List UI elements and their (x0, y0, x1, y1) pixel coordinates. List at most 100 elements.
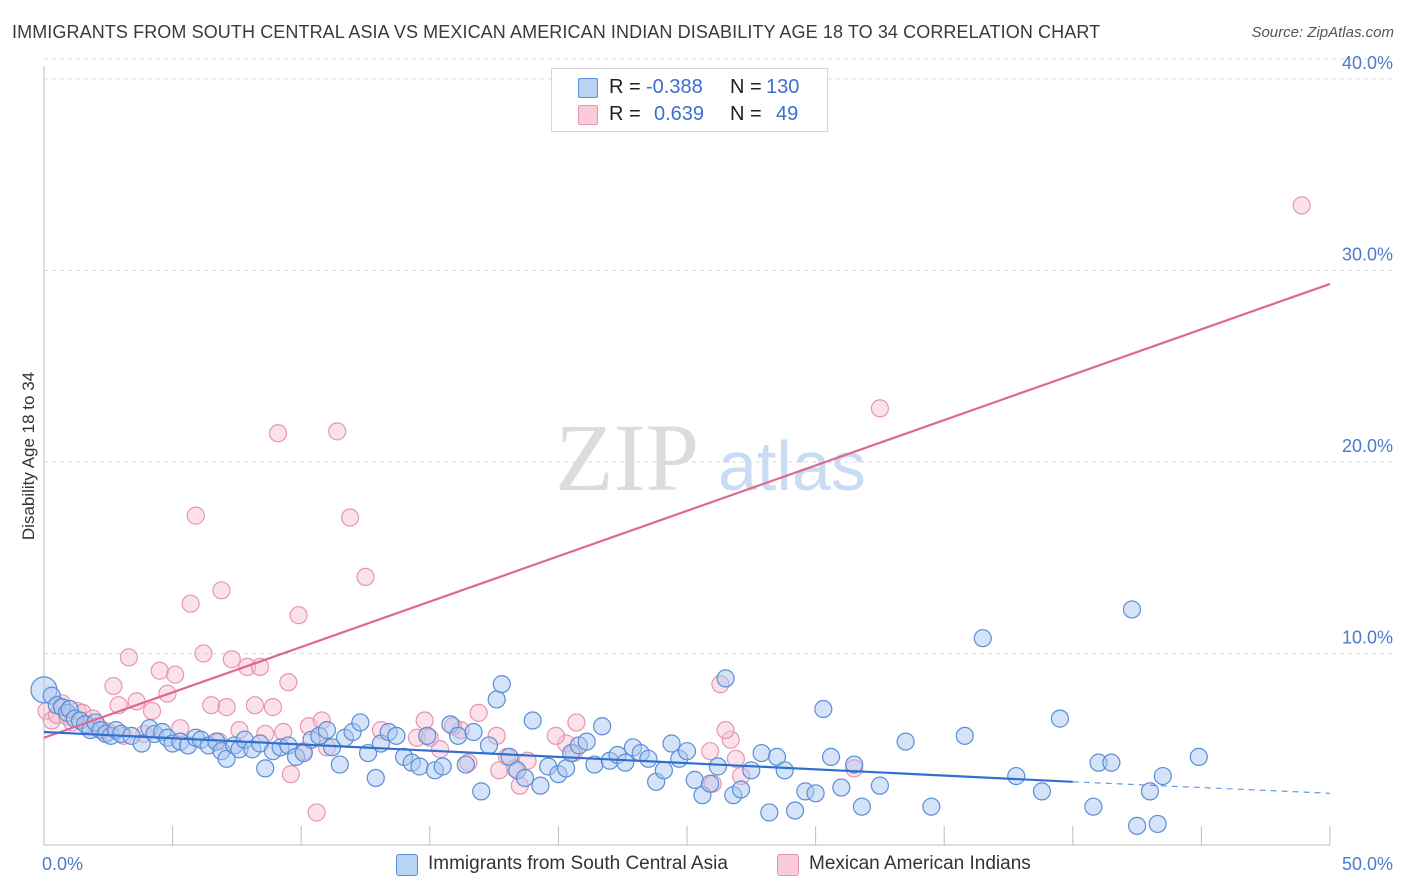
data-point-mexican-american-indians (186, 506, 205, 525)
data-point-immigrants (464, 722, 483, 742)
data-point-mexican-american-indians (1292, 196, 1311, 215)
y-tick-label: 10.0% (1342, 628, 1393, 648)
data-point-immigrants (351, 713, 370, 732)
data-point-immigrants (500, 747, 519, 767)
stats-r-label: R = (609, 76, 641, 98)
chart-title: IMMIGRANTS FROM SOUTH CENTRAL ASIA VS ME… (12, 22, 1101, 42)
data-point-immigrants (366, 768, 385, 788)
data-point-immigrants (708, 757, 727, 776)
data-point-immigrants (639, 749, 658, 768)
y-axis-label: Disability Age 18 to 34 (19, 372, 38, 540)
data-point-mexican-american-indians (245, 696, 265, 715)
stats-r-value: -0.388 (646, 76, 703, 98)
data-point-mexican-american-indians (716, 720, 735, 740)
data-point-mexican-american-indians (217, 698, 236, 717)
data-point-immigrants (852, 797, 871, 816)
data-point-immigrants (731, 780, 751, 799)
data-point-immigrants (814, 699, 833, 719)
data-point-immigrants (577, 732, 596, 751)
data-point-mexican-american-indians (119, 648, 138, 667)
data-point-mexican-american-indians (490, 761, 509, 780)
data-point-immigrants (922, 797, 941, 816)
data-point-immigrants (662, 734, 681, 753)
data-point-immigrants (1148, 814, 1167, 834)
stats-box: R = -0.388 N = 130 R = 0.639 N = 49 (551, 68, 828, 132)
data-point-mexican-american-indians (340, 508, 360, 527)
data-point-immigrants (1102, 753, 1121, 772)
data-point-mexican-american-indians (415, 711, 434, 730)
data-point-immigrants (955, 726, 974, 745)
data-point-mexican-american-indians (567, 713, 586, 732)
x-tick-label: 0.0% (42, 854, 83, 874)
pink-swatch (777, 854, 799, 876)
stats-n-value: 49 (776, 103, 799, 125)
data-point-mexican-american-indians (328, 422, 347, 441)
data-point-mexican-american-indians (142, 701, 162, 721)
x-tick-label: 50.0% (1342, 854, 1393, 874)
data-point-mexican-american-indians (222, 650, 241, 669)
data-point-mexican-american-indians (289, 606, 308, 625)
data-point-immigrants (1122, 600, 1142, 619)
y-tick-label: 40.0% (1342, 53, 1393, 73)
data-point-immigrants (973, 629, 992, 648)
data-point-immigrants (701, 774, 720, 793)
y-tick-label: 30.0% (1342, 245, 1393, 265)
data-point-immigrants (479, 736, 499, 755)
data-point-mexican-american-indians (212, 581, 231, 600)
data-point-immigrants (410, 757, 429, 776)
data-point-mexican-american-indians (546, 726, 565, 745)
data-point-immigrants (418, 726, 437, 745)
data-point-mexican-american-indians (268, 424, 288, 443)
data-point-immigrants (1032, 782, 1052, 801)
data-point-immigrants (1084, 797, 1103, 816)
data-point-immigrants (821, 747, 841, 767)
data-point-immigrants (330, 755, 349, 774)
data-point-immigrants (387, 726, 406, 745)
data-point-mexican-american-indians (701, 742, 720, 761)
data-point-immigrants (1007, 766, 1026, 786)
pink-swatch (578, 105, 598, 125)
trendline-mexican-american-indians (43, 282, 1331, 739)
data-point-immigrants (616, 753, 635, 772)
data-point-mexican-american-indians (726, 749, 745, 768)
data-point-immigrants (448, 726, 468, 745)
data-point-immigrants (896, 732, 915, 751)
data-point-immigrants (742, 761, 761, 780)
data-point-immigrants (557, 759, 576, 778)
watermark-atlas: atlas (718, 427, 866, 505)
data-point-mexican-american-indians (150, 661, 169, 680)
trendline-immigrants (43, 730, 1073, 783)
data-point-immigrants (487, 690, 506, 709)
data-point-immigrants (593, 717, 612, 736)
data-point-immigrants (775, 761, 794, 780)
data-point-immigrants (317, 720, 337, 740)
data-point-immigrants (677, 742, 697, 761)
data-point-mexican-american-indians (469, 703, 488, 722)
data-point-mexican-american-indians (430, 740, 450, 759)
data-point-immigrants (433, 757, 452, 776)
data-point-mexican-american-indians (263, 698, 283, 717)
data-point-immigrants (492, 675, 511, 694)
watermark-zip: ZIP (555, 404, 699, 511)
stats-r-value: 0.639 (654, 103, 705, 125)
data-point-immigrants (515, 768, 535, 788)
data-point-mexican-american-indians (104, 676, 123, 696)
stats-r-label: R = (609, 103, 641, 125)
blue-swatch (578, 78, 598, 98)
data-point-immigrants (256, 759, 275, 778)
data-point-mexican-american-indians (181, 594, 200, 613)
data-point-immigrants (806, 784, 825, 803)
trendline-immigrants-extension (1072, 781, 1331, 794)
data-point-immigrants (132, 734, 151, 753)
legend: Immigrants from South Central Asia Mexic… (0, 850, 1406, 880)
data-point-immigrants (870, 776, 890, 795)
data-point-immigrants (531, 776, 550, 795)
data-point-mexican-american-indians (721, 730, 740, 749)
data-point-immigrants (523, 711, 542, 730)
data-point-immigrants (767, 747, 787, 767)
data-point-immigrants (1127, 816, 1147, 835)
data-point-immigrants (832, 778, 851, 797)
data-point-immigrants (1153, 766, 1172, 786)
data-point-mexican-american-indians (870, 399, 890, 418)
